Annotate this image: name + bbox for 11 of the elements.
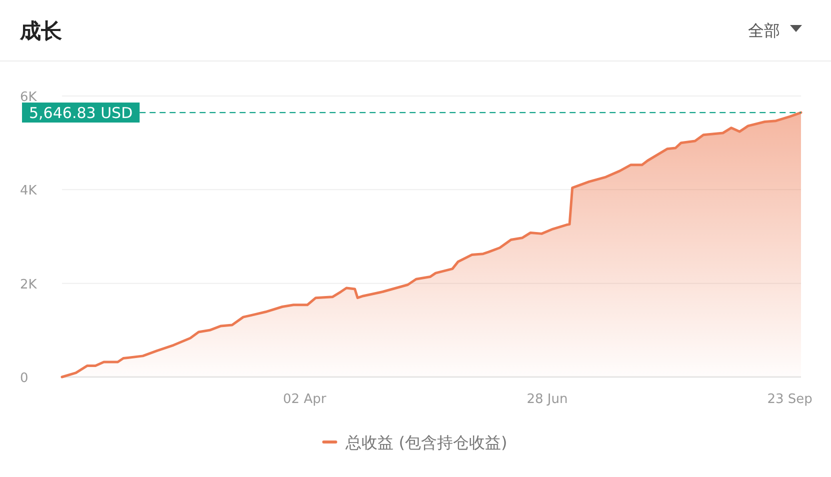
y-tick-label: 0 [20,371,28,386]
chart-title: 成长 [19,19,63,43]
x-tick-label: 28 Jun [526,392,568,407]
ref-line-label: 5,646.83 USD [29,104,133,122]
dropdown: 全部 [748,21,802,40]
legend-label: 总收益 (包含持仓收益) [344,433,508,452]
x-tick-label: 02 Apr [283,392,327,407]
x-tick-label: 23 Sep [767,392,812,407]
y-tick-label: 4K [20,184,38,199]
y-tick-label: 6K [20,90,38,105]
y-tick-label: 2K [20,277,38,292]
